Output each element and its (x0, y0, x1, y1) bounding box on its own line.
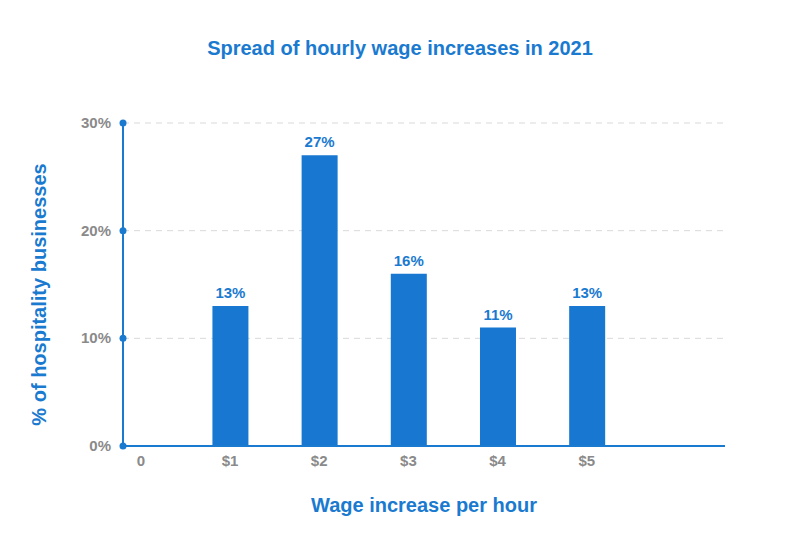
svg-text:% of hospitality businesses: % of hospitality businesses (28, 163, 50, 425)
svg-text:Spread of hourly wage increase: Spread of hourly wage increases in 2021 (207, 37, 593, 59)
svg-text:16%: 16% (394, 252, 424, 269)
svg-text:$1: $1 (222, 452, 239, 469)
svg-text:$3: $3 (400, 452, 417, 469)
svg-text:$4: $4 (489, 452, 506, 469)
svg-text:11%: 11% (483, 306, 512, 323)
svg-text:10%: 10% (81, 329, 111, 346)
svg-text:$5: $5 (578, 452, 595, 469)
svg-text:Wage increase per hour: Wage increase per hour (311, 494, 537, 516)
svg-text:20%: 20% (81, 222, 111, 239)
svg-text:30%: 30% (81, 114, 111, 131)
svg-text:0: 0 (137, 452, 145, 469)
svg-text:27%: 27% (305, 133, 335, 150)
svg-text:13%: 13% (572, 284, 602, 301)
svg-text:13%: 13% (215, 284, 245, 301)
svg-text:$2: $2 (311, 452, 328, 469)
svg-text:0%: 0% (89, 437, 111, 454)
